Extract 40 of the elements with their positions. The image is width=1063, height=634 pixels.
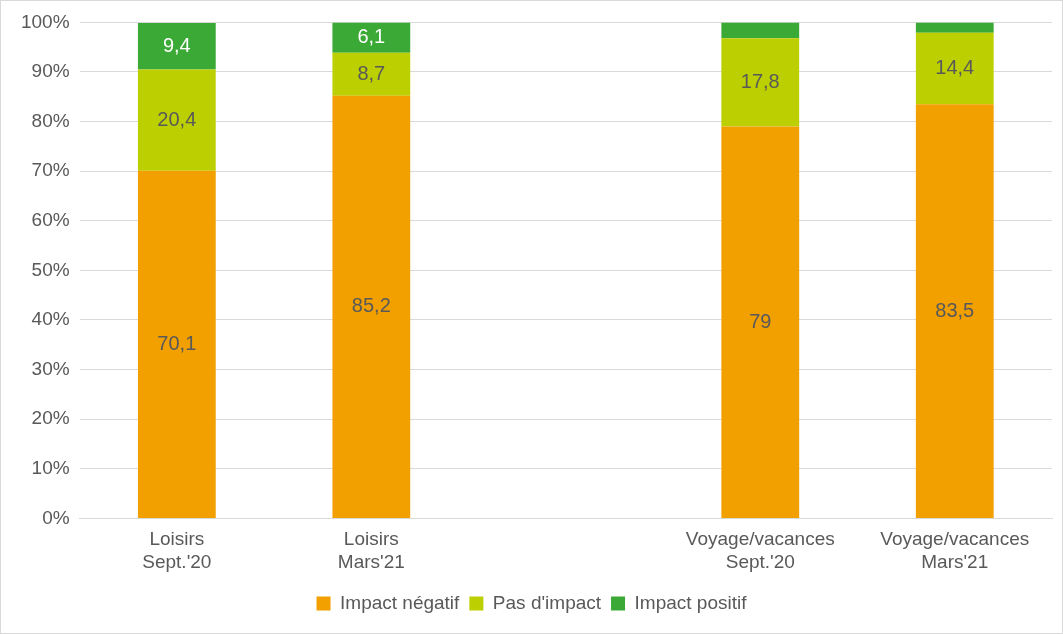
- y-tick-label: 100%: [20, 10, 70, 32]
- data-label: 83,5: [935, 298, 975, 321]
- y-tick-label: 30%: [31, 357, 70, 379]
- bar: [332, 52, 411, 96]
- y-tick-label: 10%: [31, 457, 70, 479]
- legend-label: Impact positif: [634, 591, 748, 613]
- y-tick-label: 50%: [31, 258, 70, 280]
- bar: [137, 69, 216, 171]
- bar: [721, 22, 800, 39]
- data-label: 9,4: [162, 33, 191, 56]
- data-label: 20,4: [157, 107, 197, 130]
- bar: [137, 170, 216, 518]
- y-tick-label: 70%: [31, 159, 70, 181]
- y-tick-label: 20%: [31, 407, 70, 429]
- bar: [915, 32, 994, 105]
- x-tick-label: Voyage/vacances Mars'21: [880, 528, 1030, 572]
- y-tick-label: 90%: [31, 60, 70, 82]
- bar: [332, 22, 411, 53]
- data-label: 79: [749, 309, 772, 332]
- bar: [721, 126, 800, 518]
- data-label: 70,1: [157, 331, 197, 354]
- legend-label: Impact négatif: [340, 591, 461, 613]
- y-tick-label: 60%: [31, 209, 70, 231]
- bar: [915, 104, 994, 518]
- data-label: 8,7: [357, 61, 386, 84]
- data-label: 14,4: [935, 56, 975, 79]
- data-label: 17,8: [740, 69, 780, 92]
- bar: [332, 95, 411, 518]
- y-tick-label: 0%: [42, 506, 70, 528]
- bar: [915, 22, 994, 33]
- x-tick-label: Loisirs Sept.'20: [142, 528, 212, 572]
- legend-label: Pas d'impact: [492, 591, 602, 613]
- data-label: 85,2: [351, 294, 391, 317]
- bar: [721, 38, 800, 127]
- y-tick-label: 40%: [31, 308, 70, 330]
- data-label: 6,1: [357, 25, 386, 48]
- x-tick-label: Loisirs Mars'21: [337, 528, 405, 572]
- bar: [137, 22, 216, 70]
- x-tick-label: Voyage/vacances Sept.'20: [685, 528, 835, 572]
- y-tick-label: 80%: [31, 109, 70, 131]
